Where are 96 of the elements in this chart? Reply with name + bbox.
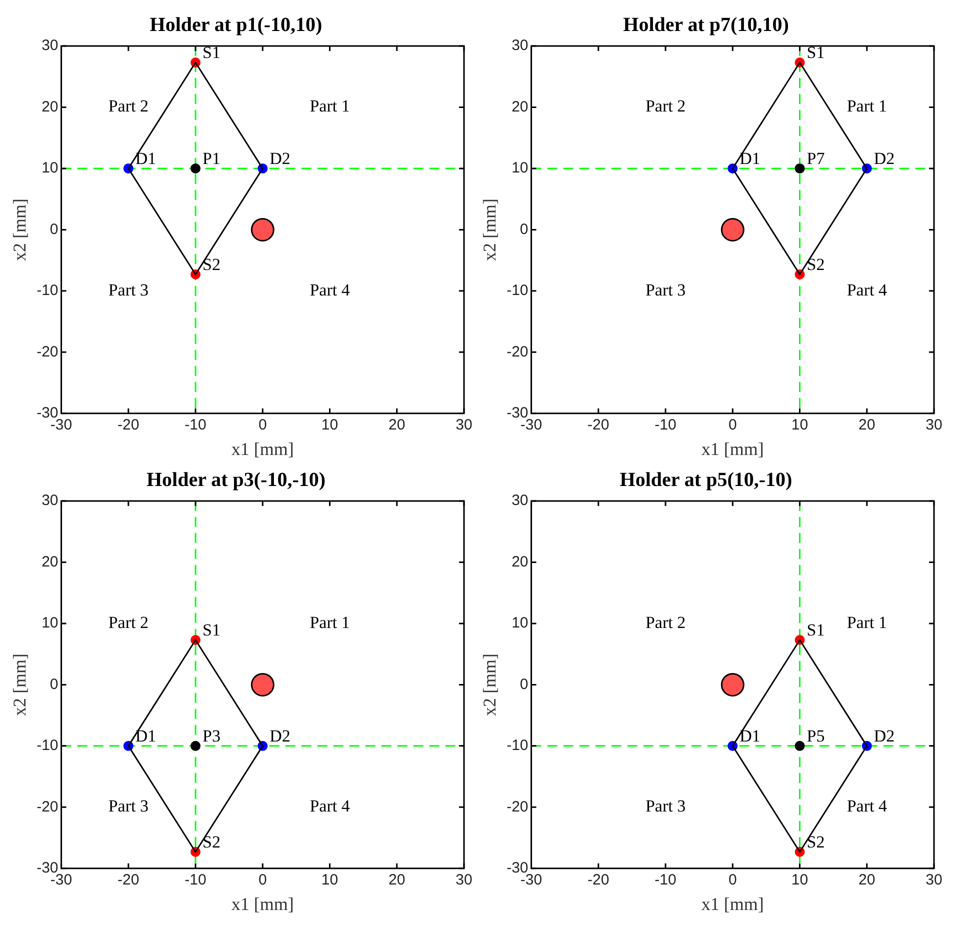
x-tick-label: 0 — [258, 416, 267, 434]
annotation: Part 2 — [108, 612, 148, 632]
y-tick-label: 10 — [512, 160, 528, 177]
y-axis-title: x2 [mm] — [480, 198, 500, 261]
annotation: D2 — [874, 148, 895, 168]
y-tick-label: 20 — [42, 553, 58, 570]
x-tick-label: 20 — [858, 416, 876, 434]
annotation: D1 — [135, 726, 156, 746]
x-axis-title: x1 [mm] — [701, 894, 764, 914]
x-tick-label: 30 — [926, 872, 942, 889]
x-tick-label: 30 — [456, 416, 472, 434]
y-tick-label: 0 — [50, 220, 58, 238]
x-tick-label: 30 — [926, 416, 942, 434]
x-tick-label: 0 — [728, 416, 737, 434]
chart-title: Holder at p7(10,10) — [623, 14, 789, 36]
annotation: D2 — [270, 148, 290, 168]
x-tick-label: 20 — [858, 872, 876, 889]
annotation: Part 1 — [846, 612, 887, 632]
annotation: S2 — [202, 832, 220, 852]
y-tick-label: 20 — [42, 98, 58, 116]
y-tick-label: -10 — [36, 737, 58, 754]
annotation: S1 — [202, 43, 220, 62]
x-tick-label: -20 — [588, 416, 610, 434]
y-tick-label: 20 — [512, 553, 528, 570]
annotation: S2 — [202, 254, 220, 274]
y-tick-label: 10 — [42, 614, 58, 632]
x-tick-label: -10 — [184, 872, 206, 889]
annotation: S2 — [806, 832, 825, 852]
y-tick-label: 0 — [50, 676, 58, 693]
y-tick-label: -20 — [506, 343, 528, 360]
y-tick-label: 30 — [512, 37, 528, 54]
y-tick-label: -10 — [506, 737, 528, 754]
y-tick-label: -20 — [36, 343, 58, 360]
annotation: D1 — [135, 148, 156, 168]
y-tick-label: -20 — [36, 798, 58, 816]
x-tick-label: 10 — [321, 872, 338, 889]
annotation: D2 — [270, 726, 290, 746]
y-tick-label: -10 — [506, 282, 528, 300]
x-tick-label: 0 — [258, 872, 267, 889]
y-tick-label: 10 — [512, 614, 528, 632]
annotation: Part 2 — [645, 612, 686, 632]
x-tick-label: -20 — [118, 872, 140, 889]
y-axis-title: x2 [mm] — [10, 198, 30, 261]
y-tick-label: -10 — [36, 282, 58, 300]
y-tick-label: 0 — [520, 220, 528, 238]
chart-title: Holder at p1(-10,10) — [150, 14, 322, 36]
annotation: D1 — [740, 148, 760, 168]
x-tick-label: -10 — [654, 872, 676, 889]
chart-title: Holder at p5(10,-10) — [620, 469, 792, 492]
annotation: P5 — [806, 726, 825, 746]
y-tick-label: -20 — [506, 798, 528, 816]
y-tick-label: 20 — [512, 98, 528, 116]
y-tick-label: 30 — [512, 492, 528, 510]
annotation: S1 — [806, 620, 825, 640]
annotation: P7 — [806, 148, 826, 168]
x-axis-title: x1 [mm] — [231, 894, 294, 914]
annotation: Part 3 — [645, 796, 686, 816]
x-tick-label: 30 — [456, 872, 472, 889]
annotation: Part 1 — [846, 96, 887, 116]
x-tick-label: -10 — [654, 416, 676, 434]
chart-title: Holder at p3(-10,-10) — [146, 469, 326, 492]
annotation: Part 4 — [846, 280, 888, 300]
annotation: S2 — [806, 254, 825, 274]
annotation: Part 3 — [108, 280, 148, 300]
x-tick-label: 20 — [388, 416, 406, 434]
annotation: Part 3 — [645, 280, 686, 300]
y-axis-title: x2 [mm] — [10, 653, 30, 716]
annotation: Part 4 — [310, 280, 350, 300]
x-axis-title: x1 [mm] — [231, 438, 294, 459]
annotation: Part 2 — [645, 96, 686, 116]
x-tick-label: -10 — [184, 416, 206, 434]
x-tick-label: 10 — [321, 416, 338, 434]
annotation: D1 — [740, 726, 760, 746]
x-tick-label: 10 — [791, 416, 808, 434]
annotation: Part 4 — [310, 796, 350, 816]
x-tick-label: -20 — [118, 416, 140, 434]
annotation: Part 1 — [310, 612, 350, 632]
annotation: Part 4 — [846, 796, 888, 816]
y-tick-label: 0 — [520, 676, 528, 693]
x-tick-label: 20 — [388, 872, 406, 889]
annotation: P1 — [202, 148, 220, 168]
annotation: S1 — [202, 620, 220, 640]
annotation: Part 1 — [310, 96, 350, 116]
x-tick-label: 10 — [791, 872, 808, 889]
y-tick-label: 10 — [42, 160, 58, 177]
x-tick-label: -20 — [588, 872, 610, 889]
y-axis-title: x2 [mm] — [480, 653, 500, 716]
x-axis-title: x1 [mm] — [701, 438, 764, 459]
annotation: Part 2 — [108, 96, 148, 116]
y-tick-label: 30 — [42, 37, 58, 54]
y-tick-label: 30 — [42, 492, 58, 510]
annotation: P3 — [202, 726, 220, 746]
x-tick-label: 0 — [728, 872, 737, 889]
annotation: D2 — [874, 726, 895, 746]
annotation: Part 3 — [108, 796, 148, 816]
annotation: S1 — [806, 43, 825, 62]
